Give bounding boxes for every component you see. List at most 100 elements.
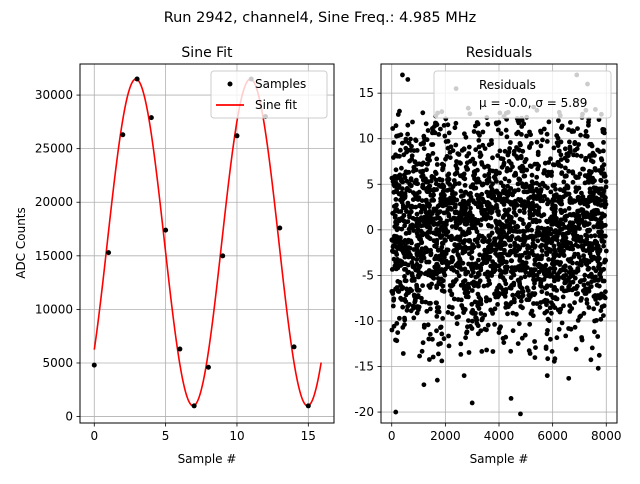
residual-point xyxy=(424,167,429,173)
residuals-legend-box xyxy=(433,70,612,119)
residual-point xyxy=(505,193,511,199)
residuals-legend: Residuals μ = -0.0, σ = 5.89 xyxy=(433,70,612,119)
residual-point xyxy=(409,203,415,209)
residual-point xyxy=(529,141,534,146)
residual-point xyxy=(467,245,473,251)
residual-point xyxy=(592,233,598,239)
residual-point xyxy=(484,347,489,353)
residual-point xyxy=(472,161,477,167)
residual-point xyxy=(503,334,509,340)
sine-fit-ytick-label: 25000 xyxy=(35,142,73,156)
residual-point xyxy=(501,162,507,168)
residual-point xyxy=(588,233,594,239)
residual-point xyxy=(551,216,556,222)
residual-point xyxy=(505,189,510,195)
residual-point xyxy=(566,226,572,231)
residual-point xyxy=(493,218,499,224)
residual-point xyxy=(573,233,579,239)
residual-point xyxy=(599,304,605,310)
residual-point xyxy=(458,352,464,357)
residual-point xyxy=(563,165,568,171)
residual-point xyxy=(458,194,464,199)
residual-point xyxy=(404,286,409,292)
residual-point xyxy=(426,336,432,342)
residual-point xyxy=(477,179,482,185)
residual-point xyxy=(572,213,578,219)
residual-point xyxy=(465,324,470,330)
residual-point xyxy=(445,122,451,128)
residual-point xyxy=(510,228,516,234)
sample-point xyxy=(134,76,140,82)
residual-point xyxy=(442,133,448,139)
residual-point xyxy=(510,310,516,316)
residual-point xyxy=(415,294,420,300)
residual-point xyxy=(433,181,439,187)
residual-point xyxy=(445,264,451,270)
residual-point xyxy=(390,289,396,294)
residual-point xyxy=(566,168,572,174)
sample-point xyxy=(91,362,97,368)
residual-point xyxy=(496,283,502,288)
residual-point xyxy=(442,237,448,243)
residual-point xyxy=(453,142,459,148)
residual-point xyxy=(463,134,469,140)
residual-point xyxy=(487,254,493,260)
residual-point xyxy=(438,324,444,330)
residual-point xyxy=(400,304,406,310)
residual-point xyxy=(431,216,436,222)
residual-point xyxy=(460,239,466,245)
residual-outlier-point xyxy=(461,373,467,379)
residual-point xyxy=(502,224,508,230)
residual-point xyxy=(586,245,592,251)
residual-point xyxy=(413,267,419,273)
residual-point xyxy=(568,273,574,279)
residual-point xyxy=(492,262,498,268)
residual-point xyxy=(444,188,450,193)
residual-point xyxy=(586,305,592,310)
residual-point xyxy=(551,236,557,242)
residual-point xyxy=(579,296,584,301)
residual-point xyxy=(455,234,460,240)
residual-point xyxy=(477,278,483,284)
residual-point xyxy=(558,157,564,163)
residual-point xyxy=(558,248,564,254)
residual-point xyxy=(392,183,398,189)
residual-point xyxy=(422,214,427,220)
residual-point xyxy=(559,210,564,216)
residual-point xyxy=(428,192,434,198)
residual-point xyxy=(446,205,452,211)
residual-point xyxy=(425,153,431,158)
residual-point xyxy=(394,285,400,290)
residual-point xyxy=(543,344,549,350)
residual-point xyxy=(440,316,446,321)
residual-point xyxy=(508,243,513,249)
residual-point xyxy=(599,215,604,221)
residual-point xyxy=(446,130,452,136)
residual-point xyxy=(498,191,503,197)
residual-point xyxy=(446,333,451,339)
residual-point xyxy=(487,242,493,248)
residual-point xyxy=(533,217,539,223)
residual-point xyxy=(531,277,536,283)
residual-point xyxy=(430,142,436,147)
residual-point xyxy=(436,341,441,347)
residual-point xyxy=(473,201,478,207)
residual-point xyxy=(407,245,413,251)
residual-point xyxy=(406,290,412,295)
residual-point xyxy=(478,222,484,228)
residuals-ytick-label: 5 xyxy=(366,177,374,191)
residual-point xyxy=(545,201,550,207)
legend-residuals-stats: μ = -0.0, σ = 5.89 xyxy=(479,96,587,110)
residual-point xyxy=(469,265,475,271)
residual-point xyxy=(548,226,554,232)
residual-point xyxy=(579,337,585,343)
residual-point xyxy=(601,127,607,133)
residual-point xyxy=(544,331,550,337)
residual-point xyxy=(556,118,561,123)
residual-point xyxy=(516,293,521,299)
residual-point xyxy=(451,267,457,273)
residual-point xyxy=(533,345,538,350)
residual-point xyxy=(514,131,519,137)
residual-point xyxy=(552,356,558,362)
residual-point xyxy=(414,282,419,288)
